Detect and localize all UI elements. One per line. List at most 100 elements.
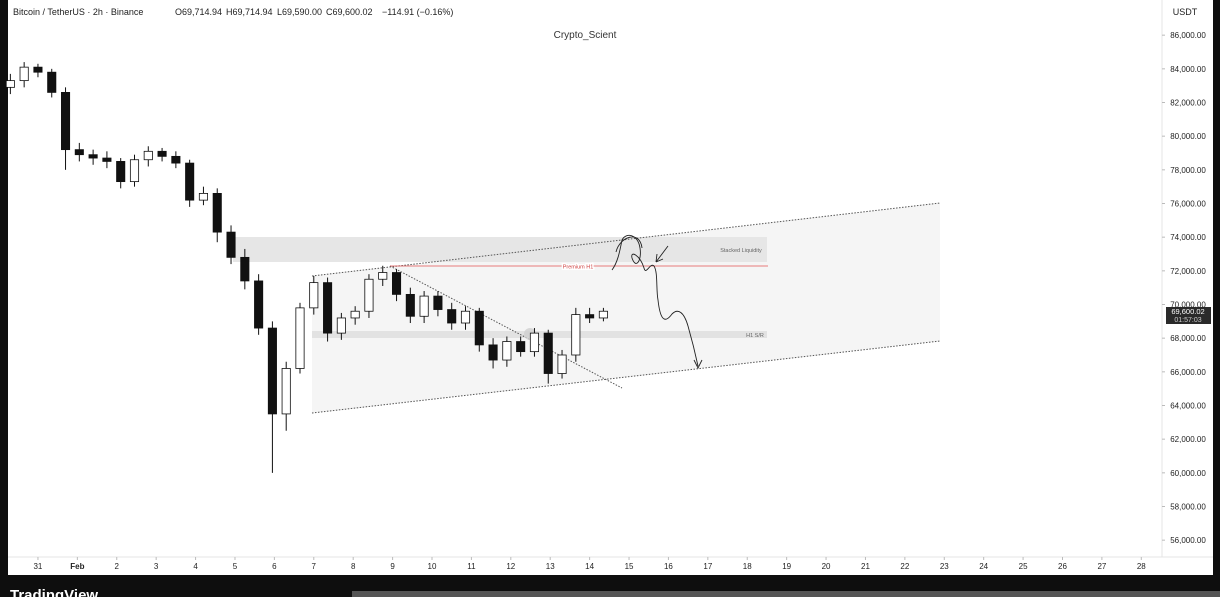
x-tick-label: 24 [979,562,988,571]
x-tick-label: 16 [664,562,673,571]
candle-body [116,161,126,183]
x-tick-label: 11 [467,562,476,571]
projection-path [611,234,699,367]
y-tick-label: 78,000.00 [1170,166,1206,175]
price-tag [1166,307,1211,324]
channel-bottom [311,340,941,414]
price-tag-countdown: 01:57:03 [1174,317,1201,324]
y-tick-label: 82,000.00 [1170,99,1206,108]
candle-body [143,150,153,161]
x-tick-label: 23 [940,562,949,571]
x-tick-label: 15 [625,562,634,571]
y-tick-label: 62,000.00 [1170,435,1206,444]
candle-body [281,368,291,415]
x-tick-label: 13 [546,562,555,571]
ohlc-change: −114.91 (−0.16%) [382,7,453,17]
candles [5,62,608,473]
y-tick-label: 68,000.00 [1170,334,1206,343]
arrow-head [693,359,703,370]
y-tick-label: 60,000.00 [1170,469,1206,478]
x-tick-label: 17 [703,562,712,571]
symbol: Bitcoin / TetherUS · 2h · Binance [13,7,143,17]
candle-body [502,341,512,361]
brand: TradingView [10,587,98,597]
zone-label: Stacked Liquidity [720,248,762,254]
candle-body [350,310,360,319]
candle-body [129,159,140,183]
candle-body [240,256,250,282]
candle-body [474,310,484,346]
y-tick-label: 74,000.00 [1170,233,1206,242]
arrow-small [655,245,669,263]
candle-body [447,309,457,324]
candle-body [295,307,305,369]
x-tick-label: 26 [1058,562,1067,571]
x-tick-label: 14 [585,562,594,571]
x-tick-label: 4 [193,562,198,571]
candle-body [571,314,581,356]
channel-top [311,202,941,277]
ohlc-high: H69,714.94 [226,7,273,17]
sr-label: H1 S/R [746,333,764,339]
x-tick-label: 21 [861,562,870,571]
liquidity-zone [233,237,767,262]
channel-fill [312,203,940,413]
x-tick-label: 18 [743,562,752,571]
x-tick-label: 7 [312,562,317,571]
y-tick-label: 70,000.00 [1170,301,1206,310]
y-tick-label: 64,000.00 [1170,402,1206,411]
x-tick-label: 28 [1137,562,1146,571]
candle-body [543,332,553,374]
x-tick-label: Feb [70,562,84,571]
candle-body [5,80,15,88]
candle-body [323,282,333,334]
candle-body [33,66,43,73]
price-tag-value: 69,600.02 [1171,307,1204,316]
y-tick-label: 84,000.00 [1170,65,1206,74]
candle-body [88,154,98,159]
candle-body [198,192,208,201]
candle-body [529,332,539,353]
x-tick-label: 10 [428,562,437,571]
candle-body [309,282,319,309]
footer-bar [352,591,1220,597]
candle-body [171,155,181,164]
candle-body [557,354,567,374]
candle-body [267,327,277,415]
x-tick-label: 20 [822,562,831,571]
y-tick-label: 80,000.00 [1170,132,1206,141]
y-tick-label: 58,000.00 [1170,503,1206,512]
candle-body [391,272,402,295]
x-tick-label: 22 [900,562,909,571]
candle-body [185,162,195,201]
x-tick-label: 3 [154,562,159,571]
y-tick-label: 72,000.00 [1170,267,1206,276]
candle-body [405,293,415,317]
candle-body [460,310,471,324]
x-tick-label: 2 [115,562,120,571]
candle-body [60,92,71,151]
candle-body [598,310,608,319]
candle-body [74,149,84,156]
x-tick-label: 8 [351,562,356,571]
ohlc-open: O69,714.94 [175,7,222,17]
y-tick-label: 76,000.00 [1170,200,1206,209]
y-tick-label: 56,000.00 [1170,536,1206,545]
candle-body [378,272,388,280]
candle-body [254,280,264,329]
x-tick-label: 19 [782,562,791,571]
premium-label: Premium H1 [563,265,594,271]
y-tick-label: 86,000.00 [1170,31,1206,40]
currency: USDT [1173,7,1198,17]
x-tick-label: 31 [33,562,42,571]
author: Crypto_Scient [554,30,617,41]
candle-body [433,295,443,310]
ohlc-low: L69,590.00 [277,7,322,17]
candle-body [212,192,222,233]
y-tick-label: 66,000.00 [1170,368,1206,377]
candle-body [585,314,595,319]
candle-body [488,344,498,361]
sr-zone [312,331,767,338]
